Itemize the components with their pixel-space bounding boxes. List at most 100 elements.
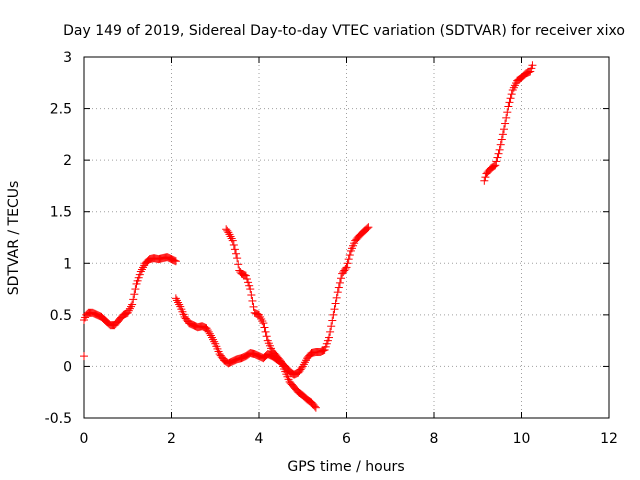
data-point <box>246 285 255 294</box>
data-point <box>247 291 256 300</box>
data-point <box>506 94 515 103</box>
data-point <box>256 312 265 321</box>
data-point <box>300 358 309 367</box>
data-point <box>230 245 239 254</box>
series-segment-3 <box>222 225 320 412</box>
data-point <box>171 294 180 303</box>
x-tick-label: 12 <box>600 431 618 447</box>
data-point <box>228 236 237 245</box>
data-point <box>244 278 253 287</box>
data-point <box>329 310 338 319</box>
x-axis-label: GPS time / hours <box>287 459 404 475</box>
data-point <box>502 113 511 122</box>
data-point <box>136 267 145 276</box>
data-point <box>501 119 510 128</box>
data-point <box>494 149 503 158</box>
data-point <box>364 223 373 232</box>
data-point <box>226 232 235 241</box>
data-point <box>498 130 507 139</box>
data-point <box>227 234 236 243</box>
data-point <box>249 302 258 311</box>
data-point <box>209 335 218 344</box>
data-point <box>310 402 319 411</box>
data-point <box>330 305 339 314</box>
data-point <box>258 317 267 326</box>
data-point <box>225 230 234 239</box>
data-point <box>128 300 137 309</box>
data-point <box>331 299 340 308</box>
data-point <box>80 352 88 361</box>
data-point <box>131 285 140 294</box>
data-point <box>503 108 512 117</box>
data-point <box>259 319 268 328</box>
data-point <box>298 362 307 371</box>
x-tick-label: 4 <box>255 431 264 447</box>
data-point <box>326 327 335 336</box>
data-point <box>261 327 270 336</box>
data-point <box>334 283 343 292</box>
data-point <box>495 145 504 154</box>
data-point <box>125 304 134 313</box>
data-point <box>260 323 269 332</box>
data-point <box>500 125 508 134</box>
data-point <box>492 157 501 166</box>
data-point <box>229 240 238 249</box>
data-point <box>241 271 250 280</box>
data-point <box>257 314 266 323</box>
series-segment-4 <box>480 61 537 185</box>
data-point <box>245 281 254 290</box>
y-tick-label: -0.5 <box>45 411 72 427</box>
data-point <box>480 176 489 185</box>
data-point <box>505 98 514 107</box>
data-point <box>248 296 257 305</box>
data-point <box>139 263 148 272</box>
data-point <box>242 275 251 284</box>
data-point <box>490 162 499 171</box>
y-tick-label: 1.5 <box>50 205 72 221</box>
data-point <box>363 224 372 233</box>
y-tick-label: 2.5 <box>50 102 72 118</box>
x-tick-labels: 0 2 4 6 8 10 12 <box>80 431 618 447</box>
grid-lines <box>84 57 609 418</box>
x-tick-label: 10 <box>513 431 531 447</box>
plot-frame <box>83 56 610 419</box>
data-point <box>127 302 136 311</box>
data-point <box>344 255 353 264</box>
data-point <box>337 274 346 283</box>
data-point <box>232 249 241 258</box>
data-point <box>170 256 179 265</box>
data-point <box>343 259 352 268</box>
series-segment-2 <box>171 223 373 379</box>
data-point <box>137 265 146 274</box>
data-point <box>255 310 263 319</box>
x-tick-label: 0 <box>80 431 89 447</box>
x-tick-label: 6 <box>342 431 351 447</box>
data-point <box>493 153 502 162</box>
data-point <box>207 333 216 342</box>
data-point <box>262 332 271 341</box>
y-axis-label: SDTVAR / TECUs <box>6 181 22 296</box>
data-point <box>481 173 490 182</box>
data-point <box>333 288 342 297</box>
data-series <box>80 61 537 412</box>
data-point <box>496 140 505 149</box>
x-tick-label: 2 <box>167 431 176 447</box>
series-segment-1 <box>80 253 180 330</box>
data-point <box>327 322 336 331</box>
series-outlier <box>80 352 88 361</box>
data-point <box>171 257 180 266</box>
y-tick-label: 0 <box>63 359 72 375</box>
chart-title: Day 149 of 2019, Sidereal Day-to-day VTE… <box>63 23 625 39</box>
data-point <box>325 333 333 342</box>
data-point <box>210 337 219 346</box>
y-tick-labels: -0.5 0 0.5 1 1.5 2 2.5 3 <box>45 50 72 427</box>
data-point <box>507 90 516 99</box>
data-point <box>124 306 133 315</box>
data-point <box>172 296 181 305</box>
data-point <box>345 251 354 260</box>
data-point <box>175 300 184 309</box>
data-point <box>129 295 138 304</box>
x-tick-label: 8 <box>430 431 439 447</box>
y-tick-label: 0.5 <box>50 308 72 324</box>
